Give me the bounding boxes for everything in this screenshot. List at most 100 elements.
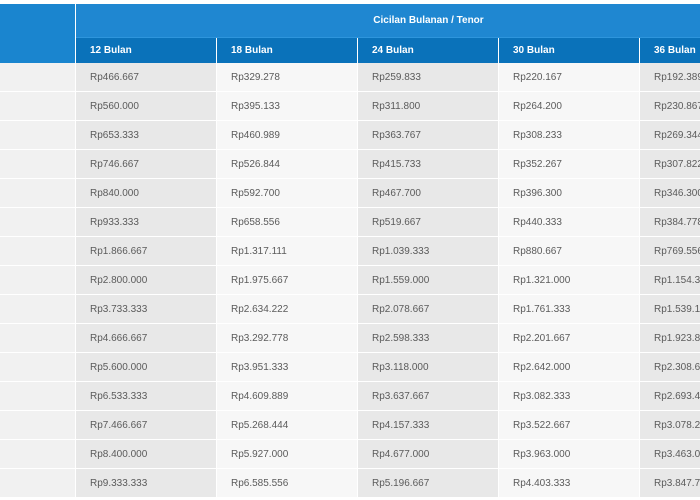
installment-value-cell: Rp3.078.2	[640, 411, 700, 440]
table-row: Rp933.333 Rp658.556 Rp519.667 Rp440.333 Rp38…	[0, 208, 700, 237]
table-row: Rp746.667 Rp526.844 Rp415.733 Rp352.267 Rp30…	[0, 150, 700, 179]
row-label-cell	[0, 324, 76, 353]
table-row: Rp653.333 Rp460.989 Rp363.767 Rp308.233 Rp26…	[0, 121, 700, 150]
installment-value-cell: Rp363.767	[358, 121, 499, 150]
installment-value-cell: Rp2.201.667	[499, 324, 640, 353]
row-label-cell	[0, 237, 76, 266]
tenor-header-2: 18 Bulan	[217, 38, 358, 63]
installment-value-cell: Rp352.267	[499, 150, 640, 179]
row-label-cell	[0, 469, 76, 498]
installment-value-cell: Rp269.344	[640, 121, 700, 150]
row-label-cell	[0, 179, 76, 208]
table-row: Rp8.400.000 Rp5.927.000 Rp4.677.000 Rp3.963…	[0, 440, 700, 469]
installment-value-cell: Rp259.833	[358, 63, 499, 92]
installment-value-cell: Rp311.800	[358, 92, 499, 121]
installment-value-cell: Rp560.000	[76, 92, 217, 121]
installment-value-cell: Rp526.844	[217, 150, 358, 179]
row-label-cell	[0, 353, 76, 382]
installment-value-cell: Rp307.822	[640, 150, 700, 179]
installment-value-cell: Rp466.667	[76, 63, 217, 92]
installment-value-cell: Rp4.666.667	[76, 324, 217, 353]
installment-value-cell: Rp1.975.667	[217, 266, 358, 295]
installment-value-cell: Rp2.800.000	[76, 266, 217, 295]
table-row: Rp560.000 Rp395.133 Rp311.800 Rp264.200 Rp23…	[0, 92, 700, 121]
installment-value-cell: Rp1.321.000	[499, 266, 640, 295]
installment-value-cell: Rp3.847.7	[640, 469, 700, 498]
installment-value-cell: Rp4.677.000	[358, 440, 499, 469]
header-corner-cell	[0, 4, 76, 63]
row-label-cell	[0, 121, 76, 150]
installment-value-cell: Rp746.667	[76, 150, 217, 179]
installment-value-cell: Rp1.039.333	[358, 237, 499, 266]
installment-value-cell: Rp3.963.000	[499, 440, 640, 469]
installment-value-cell: Rp1.923.8	[640, 324, 700, 353]
installment-value-cell: Rp220.167	[499, 63, 640, 92]
table-row: Rp466.667 Rp329.278 Rp259.833 Rp220.167 Rp19…	[0, 63, 700, 92]
installment-value-cell: Rp6.585.556	[217, 469, 358, 498]
installment-value-cell: Rp5.196.667	[358, 469, 499, 498]
installment-value-cell: Rp440.333	[499, 208, 640, 237]
installment-value-cell: Rp7.466.667	[76, 411, 217, 440]
table-body: Rp466.667 Rp329.278 Rp259.833 Rp220.167 Rp19…	[0, 63, 700, 498]
row-label-cell	[0, 150, 76, 179]
table-row: Rp5.600.000 Rp3.951.333 Rp3.118.000 Rp2.642…	[0, 353, 700, 382]
table-row: Rp2.800.000 Rp1.975.667 Rp1.559.000 Rp1.321…	[0, 266, 700, 295]
installment-value-cell: Rp1.559.000	[358, 266, 499, 295]
installment-value-cell: Rp308.233	[499, 121, 640, 150]
installment-value-cell: Rp329.278	[217, 63, 358, 92]
installment-value-cell: Rp3.637.667	[358, 382, 499, 411]
installment-value-cell: Rp230.867	[640, 92, 700, 121]
installment-value-cell: Rp192.389	[640, 63, 700, 92]
table-row: Rp6.533.333 Rp4.609.889 Rp3.637.667 Rp3.082…	[0, 382, 700, 411]
installment-value-cell: Rp2.078.667	[358, 295, 499, 324]
installment-value-cell: Rp460.989	[217, 121, 358, 150]
installment-value-cell: Rp1.866.667	[76, 237, 217, 266]
table-row: Rp7.466.667 Rp5.268.444 Rp4.157.333 Rp3.522…	[0, 411, 700, 440]
row-label-cell	[0, 63, 76, 92]
group-header: Cicilan Bulanan / Tenor	[76, 4, 700, 38]
installment-value-cell: Rp3.463.0	[640, 440, 700, 469]
row-label-cell	[0, 266, 76, 295]
installment-value-cell: Rp5.268.444	[217, 411, 358, 440]
header-title-row: Cicilan Bulanan / Tenor	[0, 4, 700, 63]
installment-value-cell: Rp415.733	[358, 150, 499, 179]
row-label-cell	[0, 208, 76, 237]
installment-value-cell: Rp3.118.000	[358, 353, 499, 382]
installment-value-cell: Rp395.133	[217, 92, 358, 121]
installment-value-cell: Rp3.951.333	[217, 353, 358, 382]
installment-value-cell: Rp8.400.000	[76, 440, 217, 469]
table-row: Rp9.333.333 Rp6.585.556 Rp5.196.667 Rp4.403…	[0, 469, 700, 498]
row-label-cell	[0, 382, 76, 411]
installment-table-container[interactable]: Cicilan Bulanan / Tenor 12 Bulan 18 Bulan…	[0, 4, 700, 500]
table-row: Rp1.866.667 Rp1.317.111 Rp1.039.333 Rp880.6…	[0, 237, 700, 266]
installment-value-cell: Rp3.733.333	[76, 295, 217, 324]
installment-value-cell: Rp6.533.333	[76, 382, 217, 411]
installment-value-cell: Rp658.556	[217, 208, 358, 237]
installment-value-cell: Rp2.598.333	[358, 324, 499, 353]
installment-value-cell: Rp653.333	[76, 121, 217, 150]
installment-value-cell: Rp5.600.000	[76, 353, 217, 382]
installment-value-cell: Rp933.333	[76, 208, 217, 237]
row-label-cell	[0, 295, 76, 324]
installment-value-cell: Rp1.317.111	[217, 237, 358, 266]
installment-value-cell: Rp4.403.333	[499, 469, 640, 498]
installment-value-cell: Rp3.082.333	[499, 382, 640, 411]
installment-value-cell: Rp4.609.889	[217, 382, 358, 411]
installment-value-cell: Rp1.539.1	[640, 295, 700, 324]
installment-value-cell: Rp3.522.667	[499, 411, 640, 440]
table-row: Rp840.000 Rp592.700 Rp467.700 Rp396.300 Rp34…	[0, 179, 700, 208]
row-label-cell	[0, 411, 76, 440]
tenor-header-5: 36 Bulan	[640, 38, 700, 63]
installment-value-cell: Rp2.693.4	[640, 382, 700, 411]
installment-value-cell: Rp4.157.333	[358, 411, 499, 440]
installment-table: Cicilan Bulanan / Tenor 12 Bulan 18 Bulan…	[0, 4, 700, 498]
installment-value-cell: Rp769.556	[640, 237, 700, 266]
row-label-cell	[0, 92, 76, 121]
table-header: Cicilan Bulanan / Tenor 12 Bulan 18 Bulan…	[0, 4, 700, 63]
installment-value-cell: Rp1.154.3	[640, 266, 700, 295]
installment-value-cell: Rp2.634.222	[217, 295, 358, 324]
installment-value-cell: Rp467.700	[358, 179, 499, 208]
tenor-header-row: 12 Bulan 18 Bulan 24 Bulan 30 Bulan 36 Bulan	[0, 38, 700, 63]
installment-value-cell: Rp396.300	[499, 179, 640, 208]
tenor-header-3: 24 Bulan	[358, 38, 499, 63]
